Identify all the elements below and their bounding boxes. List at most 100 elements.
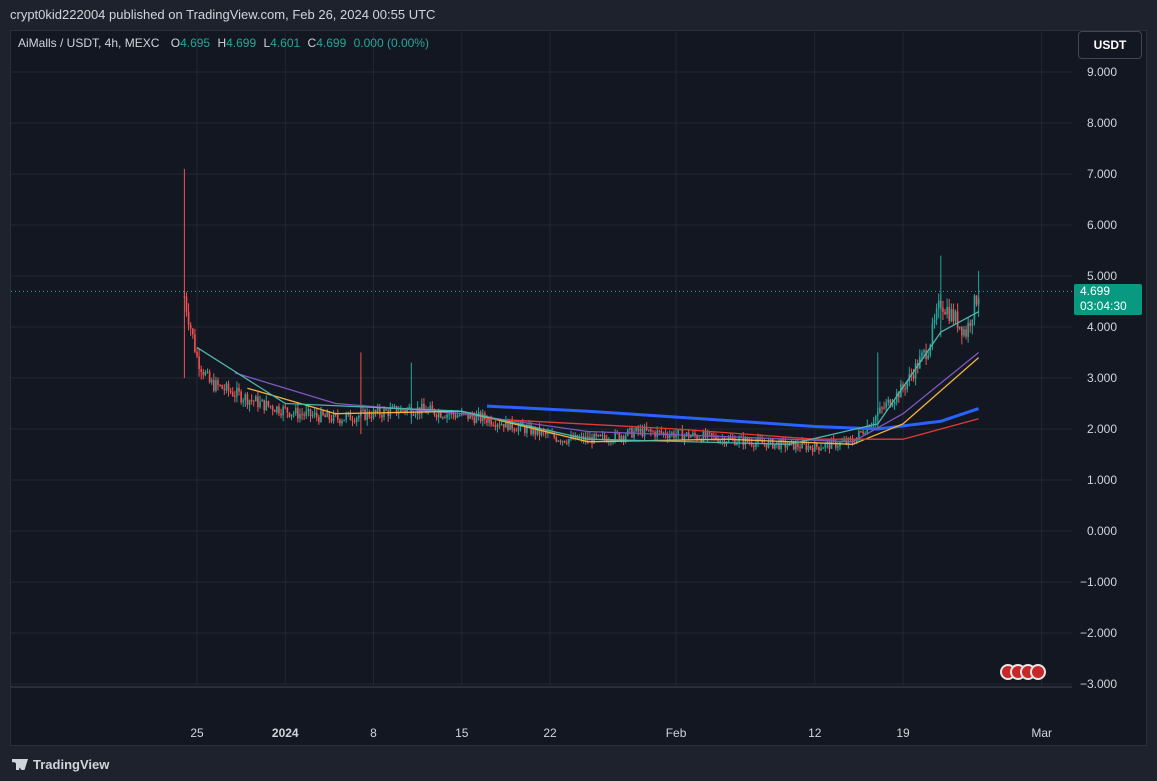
candle-body bbox=[370, 417, 373, 419]
moving-average-line bbox=[234, 351, 980, 443]
footer: TradingView bbox=[0, 748, 1157, 781]
candle-body bbox=[488, 418, 490, 423]
candle-body bbox=[213, 380, 215, 391]
candle-body bbox=[486, 419, 488, 423]
candle-body bbox=[271, 406, 274, 411]
candle-body bbox=[292, 413, 295, 415]
candle-body bbox=[723, 438, 726, 445]
candle-body bbox=[500, 423, 503, 426]
candle-body bbox=[547, 432, 549, 435]
candle-body bbox=[414, 414, 417, 416]
published-header: crypt0kid222004 published on TradingView… bbox=[0, 0, 1157, 30]
y-tick-label: 9.000 bbox=[1087, 65, 1117, 79]
candle-body bbox=[339, 419, 341, 424]
candle-body bbox=[568, 439, 570, 444]
candle-body bbox=[297, 408, 299, 419]
candle-body bbox=[234, 396, 236, 398]
candle-body bbox=[412, 414, 415, 416]
candle-body bbox=[444, 417, 446, 419]
chart-frame[interactable] bbox=[10, 30, 1147, 746]
x-tick-label: 12 bbox=[808, 726, 822, 740]
tradingview-logo-icon bbox=[12, 759, 28, 770]
candle-body bbox=[956, 311, 959, 329]
candle-body bbox=[217, 380, 219, 386]
candle-body bbox=[278, 406, 280, 414]
low-label: L bbox=[263, 36, 271, 50]
candle-body bbox=[914, 363, 917, 379]
moving-average-line bbox=[247, 357, 980, 445]
candle-body bbox=[677, 429, 679, 435]
candle-body bbox=[330, 419, 333, 422]
us-flag-icon[interactable] bbox=[1030, 664, 1046, 680]
candle-body bbox=[261, 399, 263, 402]
high-label: H bbox=[217, 36, 227, 50]
candle-body bbox=[729, 437, 732, 439]
candle-body bbox=[467, 412, 469, 419]
candle-body bbox=[221, 385, 224, 389]
candle-body bbox=[357, 415, 360, 418]
candle-body bbox=[227, 383, 230, 391]
candle-body bbox=[732, 438, 734, 440]
candle-body bbox=[580, 436, 583, 438]
candle-body bbox=[828, 442, 831, 449]
candle-body bbox=[769, 438, 772, 441]
candle-body bbox=[273, 410, 276, 413]
symbol-label[interactable]: AiMalls / USDT, 4h, MEXC bbox=[18, 36, 160, 50]
candle-body bbox=[963, 329, 965, 336]
candle-body bbox=[830, 439, 833, 449]
candle-body bbox=[257, 396, 259, 408]
candle-body bbox=[526, 426, 528, 434]
candle-body bbox=[448, 414, 450, 416]
candle-body bbox=[706, 432, 709, 438]
candle-body bbox=[437, 411, 440, 418]
candle-body bbox=[809, 445, 812, 448]
candle-body bbox=[324, 414, 326, 418]
candle-body bbox=[605, 438, 608, 443]
candle-body bbox=[442, 417, 444, 419]
candle-body bbox=[513, 428, 516, 431]
candle-body bbox=[668, 434, 671, 438]
economic-events[interactable] bbox=[1000, 664, 1046, 685]
candle-body bbox=[689, 435, 692, 438]
candle-body bbox=[336, 414, 339, 420]
candle-body bbox=[408, 406, 411, 409]
tradingview-logo[interactable]: TradingView bbox=[12, 757, 109, 772]
candle-body bbox=[971, 319, 974, 326]
x-tick-label: 8 bbox=[370, 726, 377, 740]
candle-body bbox=[280, 413, 282, 416]
candle-body bbox=[540, 430, 543, 435]
candle-body bbox=[210, 380, 213, 383]
candle-body bbox=[492, 424, 495, 426]
ohlc-legend: AiMalls / USDT, 4h, MEXC O4.695 H4.699 L… bbox=[18, 35, 429, 51]
y-tick-label: 6.000 bbox=[1087, 218, 1117, 232]
candle-body bbox=[797, 442, 799, 448]
candle-body bbox=[786, 445, 789, 448]
candle-body bbox=[662, 432, 665, 434]
candle-body bbox=[385, 409, 387, 411]
candle-body bbox=[364, 409, 366, 420]
candle-body bbox=[202, 372, 205, 376]
last-price-tag: 4.699 03:04:30 bbox=[1074, 284, 1142, 315]
candle-body bbox=[708, 432, 711, 434]
candle-body bbox=[265, 400, 268, 411]
candle-body bbox=[439, 411, 442, 418]
candle-body bbox=[313, 412, 316, 416]
candle-body bbox=[523, 426, 526, 434]
candle-body bbox=[671, 432, 673, 435]
candle-body bbox=[622, 436, 625, 440]
candle-body bbox=[597, 434, 600, 437]
candle-body bbox=[536, 427, 539, 435]
candle-body bbox=[429, 405, 432, 410]
candle-body bbox=[505, 419, 507, 428]
candle-body bbox=[647, 429, 650, 431]
candle-body bbox=[675, 434, 677, 438]
currency-button[interactable]: USDT bbox=[1078, 31, 1142, 59]
candle-body bbox=[942, 307, 944, 312]
close-value: 4.699 bbox=[316, 36, 347, 50]
candle-body bbox=[658, 430, 661, 432]
candle-body bbox=[818, 446, 820, 451]
candle-body bbox=[198, 356, 200, 370]
candle-body bbox=[477, 412, 480, 415]
y-tick-label: −2.000 bbox=[1080, 626, 1117, 640]
